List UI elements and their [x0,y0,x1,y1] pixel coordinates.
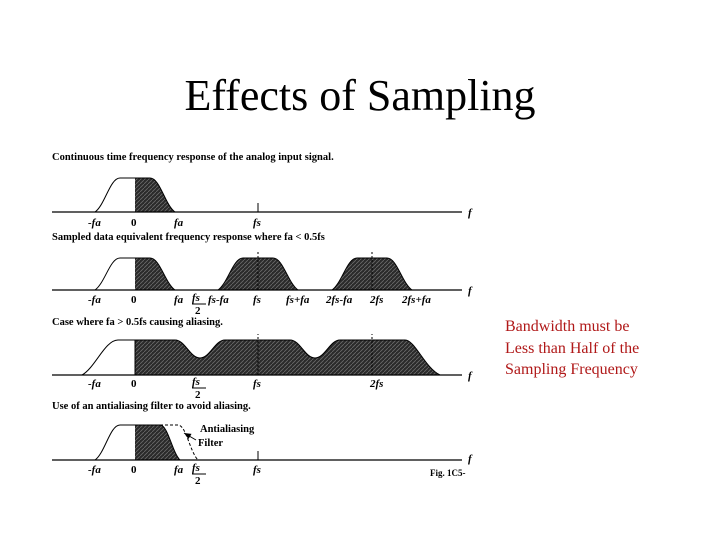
panel-2-label-fs: fs [253,294,261,306]
panel-2-label-fs-plus-fa: fs+fa [286,294,310,306]
panel-4-axis-label: f [468,453,473,465]
panel-2-axis-label: f [468,285,473,297]
panel-1-label-fa: fa [174,217,184,229]
panel-3: Case where fa > 0.5fs causing aliasing. … [52,317,473,401]
panel-2-label-2fs: 2fs [369,294,383,306]
panel-4-label-zero: 0 [131,464,137,476]
figure-reference: Fig. 1C5- [430,468,466,478]
panel-2-label-2fs-plus-fa: 2fs+fa [401,294,431,306]
panel-2-label-zero: 0 [131,294,137,306]
panel-1-spectrum-outline [94,177,176,213]
panel-3-overlapping-spectra [134,339,441,376]
panel-4-label-fa: fa [174,464,184,476]
panel-2-label-fa: fa [174,294,184,306]
panel-1-label-fs: fs [253,217,261,229]
panel-1-axis-label: f [468,207,473,219]
panel-4-filter-label-1: Antialiasing [200,424,255,435]
panel-4-half-denominator: 2 [195,475,201,487]
panel-2-label-neg-fa: -fa [88,294,101,306]
panel-3-label-neg-fa: -fa [88,378,101,390]
panel-3-label-fs: fs [253,378,261,390]
panel-2-label-2fs-minus-fa: 2fs-fa [325,294,353,306]
slide-title: Effects of Sampling [184,71,536,120]
panel-2-label-fs-minus-fa: fs-fa [208,294,229,306]
panel-3-baseband-outline [81,339,135,376]
bandwidth-note: Bandwidth must be Less than Half of the … [505,316,715,381]
panel-4: Use of an antialiasing filter to avoid a… [52,401,473,487]
panel-1-label-zero: 0 [131,217,137,229]
panel-1-caption: Continuous time frequency response of th… [52,152,334,163]
panel-4-label-neg-fa: -fa [88,464,101,476]
panel-4-caption: Use of an antialiasing filter to avoid a… [52,401,251,412]
panel-1-label-neg-fa: -fa [88,217,101,229]
panel-2-baseband-positive [135,258,175,290]
panel-4-filter-pointer [183,432,197,441]
panel-3-caption: Case where fa > 0.5fs causing aliasing. [52,317,223,328]
panel-3-half-denominator: 2 [195,389,201,401]
note-line-3: Sampling Frequency [505,361,638,378]
panel-3-label-2fs: 2fs [369,378,383,390]
panel-4-label-fs: fs [253,464,261,476]
panel-4-spectrum-outline [94,424,181,461]
panel-2-baseband-outline [94,257,176,291]
panel-2: Sampled data equivalent frequency respon… [52,232,473,317]
panel-3-half-numerator: fs [192,376,200,388]
note-line-2: Less than Half of the [505,339,640,357]
panel-4-filtered-spectrum [135,425,180,460]
panel-2-caption: Sampled data equivalent frequency respon… [52,232,325,243]
panel-4-antialiasing-filter-curve [160,424,199,461]
panel-2-half-numerator: fs [192,292,200,304]
panel-4-filter-label-2: Filter [198,438,223,449]
panel-1: Continuous time frequency response of th… [52,152,473,229]
panel-3-axis-label: f [468,370,473,382]
panel-4-half-numerator: fs [192,462,200,474]
panel-1-spectrum-positive [135,178,175,212]
note-line-1: Bandwidth must be [505,318,630,335]
panel-2-half-denominator: 2 [195,305,201,317]
panel-3-label-zero: 0 [131,378,137,390]
